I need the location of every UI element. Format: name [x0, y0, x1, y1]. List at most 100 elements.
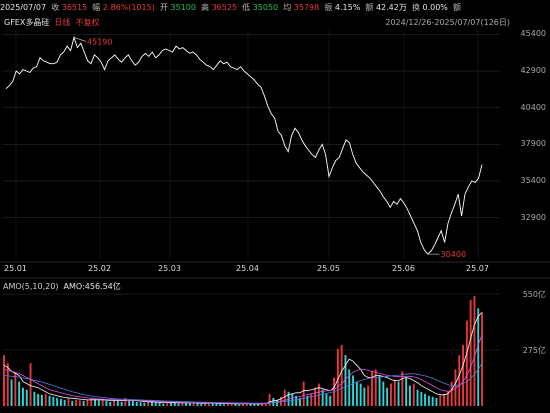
- amo-bar: [170, 402, 172, 406]
- price-y-tick: 42900: [520, 66, 546, 76]
- amo-bar: [120, 401, 123, 406]
- amo-bar: [412, 383, 415, 406]
- amo-bar: [299, 397, 301, 406]
- max-pointer: [73, 37, 87, 42]
- amo-bar: [223, 404, 225, 406]
- amo-bar: [435, 397, 438, 406]
- instrument-name[interactable]: GFEX多晶硅: [4, 18, 50, 27]
- price-y-tick: 45400: [520, 29, 546, 39]
- amo-bar: [450, 381, 453, 406]
- amo-bar: [132, 400, 134, 406]
- amo-bar: [336, 349, 339, 406]
- amo-bar: [67, 397, 70, 406]
- amo-bar: [192, 402, 195, 406]
- amount-label: 额: [365, 3, 374, 12]
- amo-bar: [196, 403, 199, 406]
- amo-bar: [261, 403, 263, 406]
- amo-bar: [465, 320, 468, 406]
- amo-bar: [82, 400, 85, 406]
- amo-bar: [101, 398, 104, 406]
- period-selector[interactable]: 日线: [54, 18, 71, 27]
- amo-title: AMO(5,10,20): [3, 282, 59, 291]
- amo-bar: [355, 381, 358, 406]
- amo-bar: [253, 404, 256, 406]
- amo-bar: [272, 397, 275, 406]
- amo-bar: [302, 381, 305, 406]
- amo-bar: [314, 387, 316, 406]
- chart-grid: [0, 30, 550, 351]
- open-label: 开: [159, 3, 168, 12]
- amo-bar: [382, 381, 385, 406]
- avg-value: 35798: [293, 3, 320, 12]
- amo-bar: [401, 371, 404, 406]
- amo-bar: [41, 394, 43, 406]
- amo-bar: [219, 404, 222, 406]
- amo-bar: [113, 399, 115, 406]
- amo-bar: [86, 399, 89, 406]
- amo-bar: [14, 373, 17, 406]
- amo-bar: [97, 400, 100, 406]
- amo-bar: [200, 404, 203, 406]
- amo-bar: [257, 404, 260, 406]
- amo-bar: [25, 389, 28, 406]
- amo-bar: [75, 399, 77, 406]
- amo-bar: [33, 391, 36, 407]
- date-x-tick: 25.04: [236, 264, 259, 273]
- amo-bar: [439, 395, 442, 406]
- amo-bar: [52, 396, 55, 406]
- amo-bar: [310, 393, 313, 406]
- low-value: 35050: [252, 3, 279, 12]
- price-y-tick: 37900: [520, 139, 546, 149]
- avg-label: 均: [283, 3, 292, 12]
- amo-bar: [181, 402, 184, 406]
- amo-bar: [211, 403, 214, 406]
- amo-bar: [44, 393, 47, 406]
- amo-bar: [207, 402, 210, 406]
- amo-bar: [109, 401, 112, 406]
- amo-bar: [306, 395, 309, 406]
- close-label: 收: [51, 3, 60, 12]
- amo-bar: [116, 400, 119, 406]
- amo-bar: [245, 403, 248, 406]
- date-x-tick: 25.07: [466, 264, 489, 273]
- amo-bar: [3, 355, 5, 406]
- change-value: 2.86%(1015): [102, 3, 155, 12]
- amo-bar: [226, 403, 229, 406]
- amo-bar: [56, 397, 59, 406]
- amo-bar: [393, 379, 396, 406]
- amo-bar: [397, 381, 400, 406]
- date-x-tick: 25.05: [317, 264, 340, 273]
- amo-bar: [188, 403, 191, 406]
- close-value: 36515: [61, 3, 88, 12]
- amo-ma2-line: [3, 334, 483, 404]
- date-range: 2024/12/26-2025/07/07(126日): [385, 18, 510, 27]
- amo-bar: [173, 402, 176, 406]
- amo-bar: [139, 402, 142, 406]
- amo-bar: [234, 404, 237, 406]
- amo-bar: [90, 398, 93, 406]
- amo-bar: [185, 402, 187, 406]
- quote-header: 2025/07/07 收 36515 幅 2.86%(1015) 开 35100…: [0, 0, 550, 16]
- date-x-tick: 25.03: [158, 264, 181, 273]
- amo-bar: [276, 399, 279, 406]
- amo-bar: [352, 375, 354, 406]
- amo-bar: [105, 400, 108, 406]
- amo-bar: [473, 296, 476, 406]
- amo-bar: [37, 393, 40, 406]
- amo-bar: [481, 312, 483, 406]
- amo-bar: [154, 402, 157, 406]
- amo-bar: [238, 404, 241, 406]
- amo-bars-layer: [3, 296, 483, 407]
- amo-bar: [204, 402, 206, 406]
- amo-bar: [60, 398, 62, 406]
- amo-bar: [147, 401, 150, 406]
- amo-bar: [424, 393, 426, 406]
- amo-bar: [431, 396, 434, 406]
- price-line-layer: 45190 30400: [5, 35, 483, 259]
- amo-bar: [420, 391, 423, 407]
- amo-bar: [29, 363, 32, 407]
- amo-bar: [78, 400, 81, 406]
- amo-bar: [416, 389, 419, 406]
- adjust-selector[interactable]: 不复权: [75, 18, 100, 27]
